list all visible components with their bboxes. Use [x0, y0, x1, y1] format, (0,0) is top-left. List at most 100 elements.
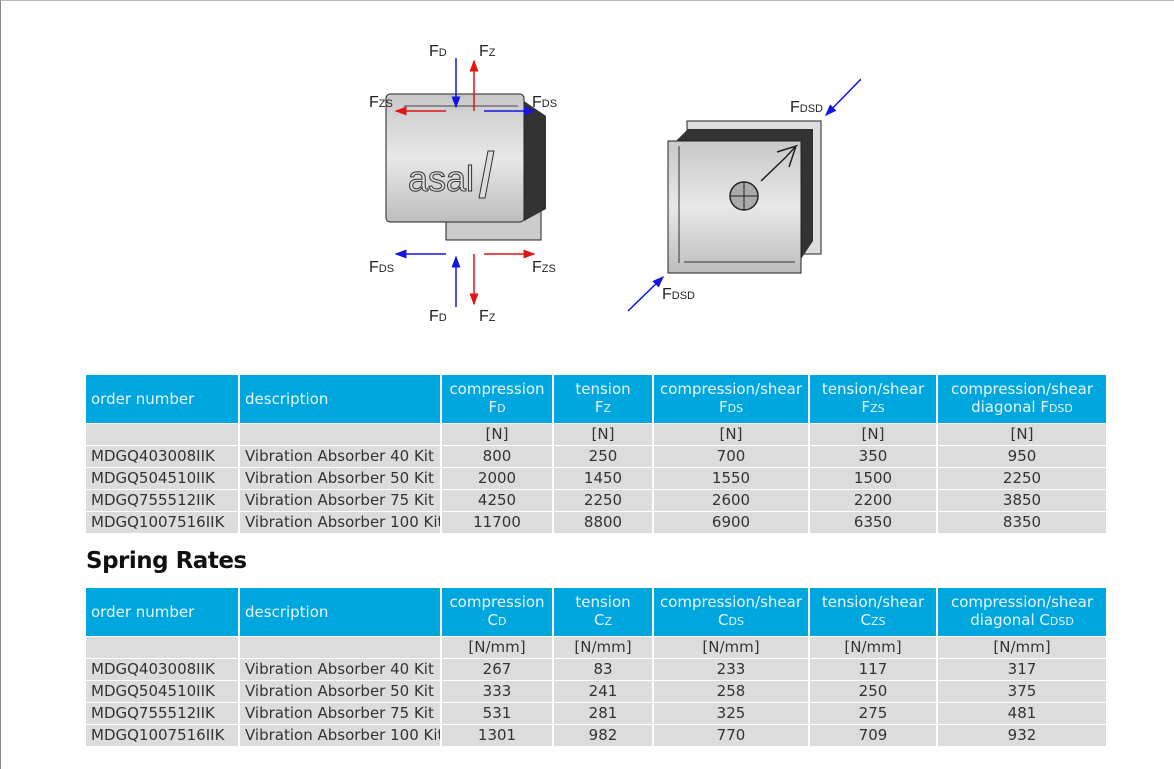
order-number-cell: MDGQ1007516IIK	[86, 511, 238, 533]
header-compression: compression FD	[442, 375, 552, 423]
value-cell: 333	[442, 680, 552, 702]
table-header-row: order number description compression FD t…	[86, 375, 1106, 423]
value-cell: 3850	[938, 489, 1106, 511]
svg-text:FZ: FZ	[479, 308, 496, 325]
value-cell: 258	[654, 680, 808, 702]
force-labels: FD FZ FZS FDS FDS FZS FD FZ FDSD FDSD	[369, 43, 823, 325]
table-row: MDGQ504510IIK Vibration Absorber 50 Kit 20…	[86, 467, 1106, 489]
value-cell: 325	[654, 702, 808, 724]
header-compression-shear: compression/shear CDS	[654, 588, 808, 636]
value-cell: 317	[938, 658, 1106, 680]
value-cell: [N]	[554, 423, 652, 445]
table-header-row: order number description compression CD t…	[86, 588, 1106, 636]
value-cell: 241	[554, 680, 652, 702]
value-cell: 117	[810, 658, 936, 680]
description-cell: Vibration Absorber 100 Kit	[240, 724, 440, 746]
header-description: description	[240, 588, 440, 636]
value-cell: [N/mm]	[442, 636, 552, 658]
value-cell: 83	[554, 658, 652, 680]
value-cell: 531	[442, 702, 552, 724]
forces-table: order number description compression FD t…	[84, 375, 1108, 533]
value-cell: 700	[654, 445, 808, 467]
spring-rates-table: order number description compression CD t…	[84, 588, 1108, 746]
value-cell: 709	[810, 724, 936, 746]
value-cell: 2250	[554, 489, 652, 511]
value-cell: 2000	[442, 467, 552, 489]
value-cell: 375	[938, 680, 1106, 702]
table-row: MDGQ1007516IIK Vibration Absorber 100 Kit…	[86, 511, 1106, 533]
value-cell: 982	[554, 724, 652, 746]
header-compression: compression CD	[442, 588, 552, 636]
header-diagonal: compression/shear diagonal FDSD	[938, 375, 1106, 423]
description-cell: Vibration Absorber 75 Kit	[240, 489, 440, 511]
section-title-spring-rates: Spring Rates	[86, 548, 247, 574]
absorber-side-view	[667, 120, 822, 274]
description-cell: Vibration Absorber 50 Kit	[240, 680, 440, 702]
force-diagram: asal FD FZ FZS FDS FDS FZS FD FZ FDSD FD…	[369, 43, 861, 325]
asal-logo: asal	[408, 158, 474, 199]
table-row: MDGQ403008IIK Vibration Absorber 40 Kit 80…	[86, 445, 1106, 467]
value-cell: [N/mm]	[810, 636, 936, 658]
value-cell: 2200	[810, 489, 936, 511]
order-number-cell: MDGQ755512IIK	[86, 489, 238, 511]
table-row: MDGQ403008IIK Vibration Absorber 40 Kit 26…	[86, 658, 1106, 680]
value-cell: 1550	[654, 467, 808, 489]
order-number-cell	[86, 636, 238, 658]
value-cell: 800	[442, 445, 552, 467]
table-row: MDGQ755512IIK Vibration Absorber 75 Kit 42…	[86, 489, 1106, 511]
value-cell: 8800	[554, 511, 652, 533]
value-cell: [N]	[938, 423, 1106, 445]
value-cell: 1450	[554, 467, 652, 489]
svg-text:FZ: FZ	[479, 43, 496, 60]
value-cell: [N]	[654, 423, 808, 445]
header-order-number: order number	[86, 375, 238, 423]
forces-table-body: [N] [N] [N] [N] [N] MDGQ403008IIK Vibration Ab…	[86, 423, 1106, 533]
spring-rates-table-body: [N/mm] [N/mm] [N/mm] [N/mm] [N/mm] MDGQ403008…	[86, 636, 1106, 746]
header-tension: tension CZ	[554, 588, 652, 636]
units-row: [N/mm] [N/mm] [N/mm] [N/mm] [N/mm]	[86, 636, 1106, 658]
order-number-cell: MDGQ403008IIK	[86, 445, 238, 467]
order-number-cell	[86, 423, 238, 445]
header-description: description	[240, 375, 440, 423]
svg-text:FDS: FDS	[369, 259, 394, 276]
svg-text:FZS: FZS	[369, 94, 393, 111]
value-cell: [N/mm]	[654, 636, 808, 658]
value-cell: 250	[554, 445, 652, 467]
description-cell	[240, 636, 440, 658]
header-tension-shear: tension/shear CZS	[810, 588, 936, 636]
description-cell: Vibration Absorber 100 Kit	[240, 511, 440, 533]
svg-text:FDSD: FDSD	[662, 286, 695, 303]
value-cell: [N]	[442, 423, 552, 445]
value-cell: 350	[810, 445, 936, 467]
value-cell: 6350	[810, 511, 936, 533]
value-cell: 6900	[654, 511, 808, 533]
value-cell: 770	[654, 724, 808, 746]
svg-text:FDSD: FDSD	[790, 99, 823, 116]
description-cell: Vibration Absorber 40 Kit	[240, 445, 440, 467]
value-cell: 11700	[442, 511, 552, 533]
header-diagonal: compression/shear diagonal CDSD	[938, 588, 1106, 636]
header-order-number: order number	[86, 588, 238, 636]
value-cell: 250	[810, 680, 936, 702]
fdsd-arrow-bottom	[627, 275, 665, 312]
svg-text:FD: FD	[429, 43, 447, 60]
svg-text:FDS: FDS	[532, 94, 557, 111]
value-cell: 2250	[938, 467, 1106, 489]
value-cell: 8350	[938, 511, 1106, 533]
table-row: MDGQ755512IIK Vibration Absorber 75 Kit 53…	[86, 702, 1106, 724]
header-tension-shear: tension/shear FZS	[810, 375, 936, 423]
value-cell: 2600	[654, 489, 808, 511]
value-cell: 1301	[442, 724, 552, 746]
order-number-cell: MDGQ755512IIK	[86, 702, 238, 724]
fdsd-arrow-top	[824, 78, 861, 117]
description-cell: Vibration Absorber 50 Kit	[240, 467, 440, 489]
description-cell: Vibration Absorber 40 Kit	[240, 658, 440, 680]
svg-text:FZS: FZS	[532, 259, 556, 276]
value-cell: 481	[938, 702, 1106, 724]
order-number-cell: MDGQ504510IIK	[86, 680, 238, 702]
value-cell: [N/mm]	[938, 636, 1106, 658]
table-row: MDGQ1007516IIK Vibration Absorber 100 Kit…	[86, 724, 1106, 746]
value-cell: 275	[810, 702, 936, 724]
value-cell: 1500	[810, 467, 936, 489]
value-cell: 267	[442, 658, 552, 680]
